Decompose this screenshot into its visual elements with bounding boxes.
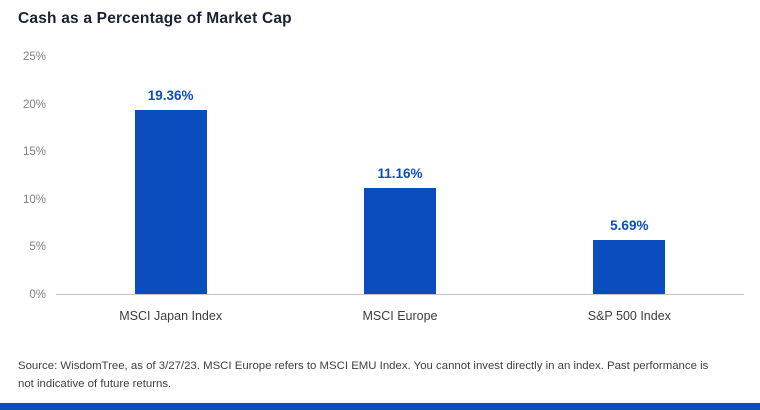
bar-value-label: 19.36% — [147, 88, 194, 104]
category-label: S&P 500 Index — [587, 309, 671, 323]
bar-column: 11.16% MSCI Europe — [362, 57, 437, 323]
bar-chart: 0% 5% 10% 15% 20% 25% 19.36% MSCI Japan Index 1… — [18, 51, 744, 323]
y-tick-label: 0% — [29, 289, 46, 301]
y-tick-label: 20% — [22, 98, 46, 111]
source-note: Source: WisdomTree, as of 3/27/23. MSCI … — [18, 360, 709, 390]
y-tick-label: 10% — [22, 193, 46, 206]
y-tick-label: 15% — [22, 146, 46, 159]
bar-value-label: 5.69% — [610, 218, 649, 234]
bar-column: 19.36% MSCI Japan Index — [119, 57, 222, 323]
category-label: MSCI Japan Index — [119, 309, 223, 323]
y-axis: 0% 5% 10% 15% 20% 25% — [18, 51, 56, 301]
bar-value-label: 11.16% — [377, 166, 423, 182]
plot-area: 19.36% MSCI Japan Index 11.16% MSCI Europe 5… — [56, 57, 744, 323]
y-tick-label: 25% — [22, 51, 46, 63]
bar-column: 5.69% S&P 500 Index — [588, 57, 671, 323]
brand-footer-bar — [0, 403, 760, 410]
bar — [593, 240, 666, 294]
category-label: MSCI Europe — [362, 309, 438, 323]
chart-title: Cash as a Percentage of Market Cap — [18, 10, 292, 27]
bar — [363, 188, 436, 294]
bar — [134, 110, 207, 294]
y-tick-label: 5% — [29, 241, 46, 254]
